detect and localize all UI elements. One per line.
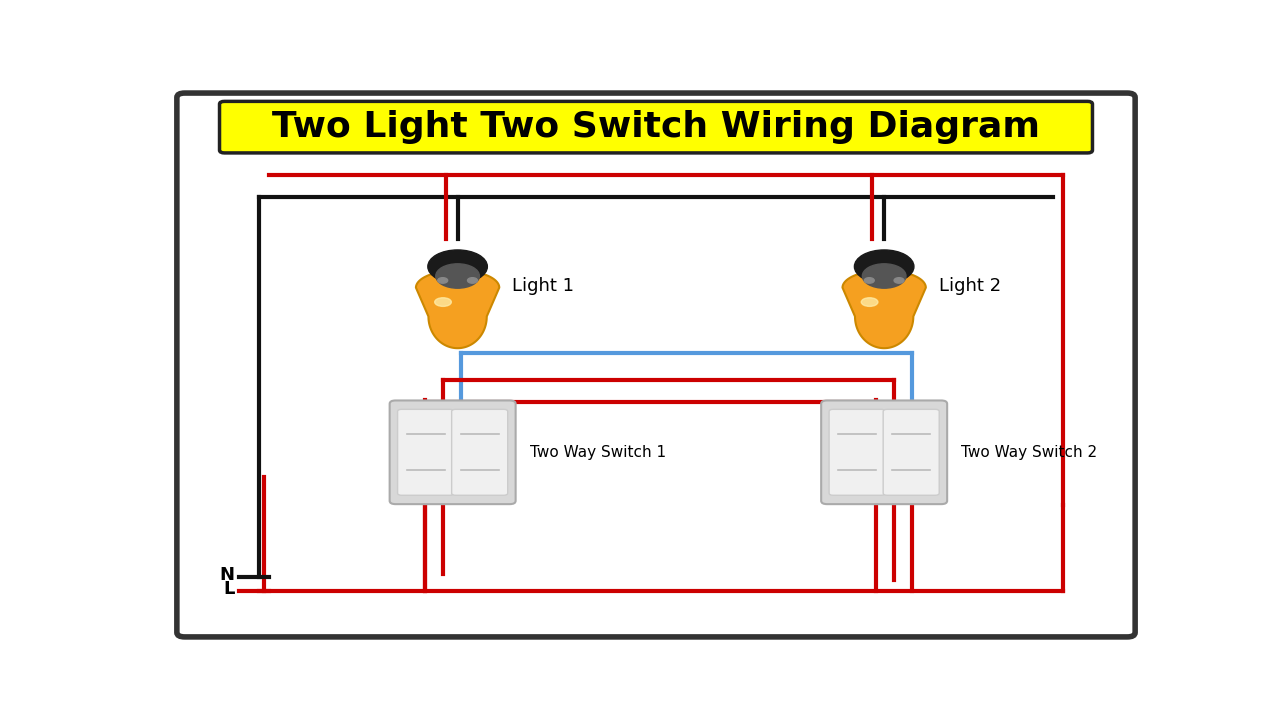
Circle shape — [438, 278, 448, 283]
Circle shape — [428, 250, 488, 283]
FancyBboxPatch shape — [829, 410, 886, 495]
Text: N: N — [219, 567, 234, 585]
Ellipse shape — [861, 298, 878, 307]
Circle shape — [863, 264, 906, 288]
Text: L: L — [223, 580, 234, 598]
Circle shape — [893, 278, 904, 283]
Text: Light 1: Light 1 — [512, 277, 575, 295]
Text: Two Light Two Switch Wiring Diagram: Two Light Two Switch Wiring Diagram — [273, 110, 1039, 144]
FancyBboxPatch shape — [822, 400, 947, 504]
Polygon shape — [842, 270, 925, 348]
Text: Two Way Switch 2: Two Way Switch 2 — [961, 445, 1097, 460]
FancyBboxPatch shape — [220, 102, 1093, 153]
FancyBboxPatch shape — [177, 93, 1135, 637]
FancyBboxPatch shape — [398, 410, 453, 495]
Ellipse shape — [435, 298, 452, 307]
Circle shape — [467, 278, 477, 283]
Text: Light 2: Light 2 — [938, 277, 1001, 295]
Circle shape — [435, 264, 480, 288]
FancyBboxPatch shape — [883, 410, 940, 495]
FancyBboxPatch shape — [389, 400, 516, 504]
Circle shape — [855, 250, 914, 283]
Polygon shape — [416, 270, 499, 348]
FancyBboxPatch shape — [452, 410, 508, 495]
Circle shape — [864, 278, 874, 283]
Text: Two Way Switch 1: Two Way Switch 1 — [530, 445, 666, 460]
